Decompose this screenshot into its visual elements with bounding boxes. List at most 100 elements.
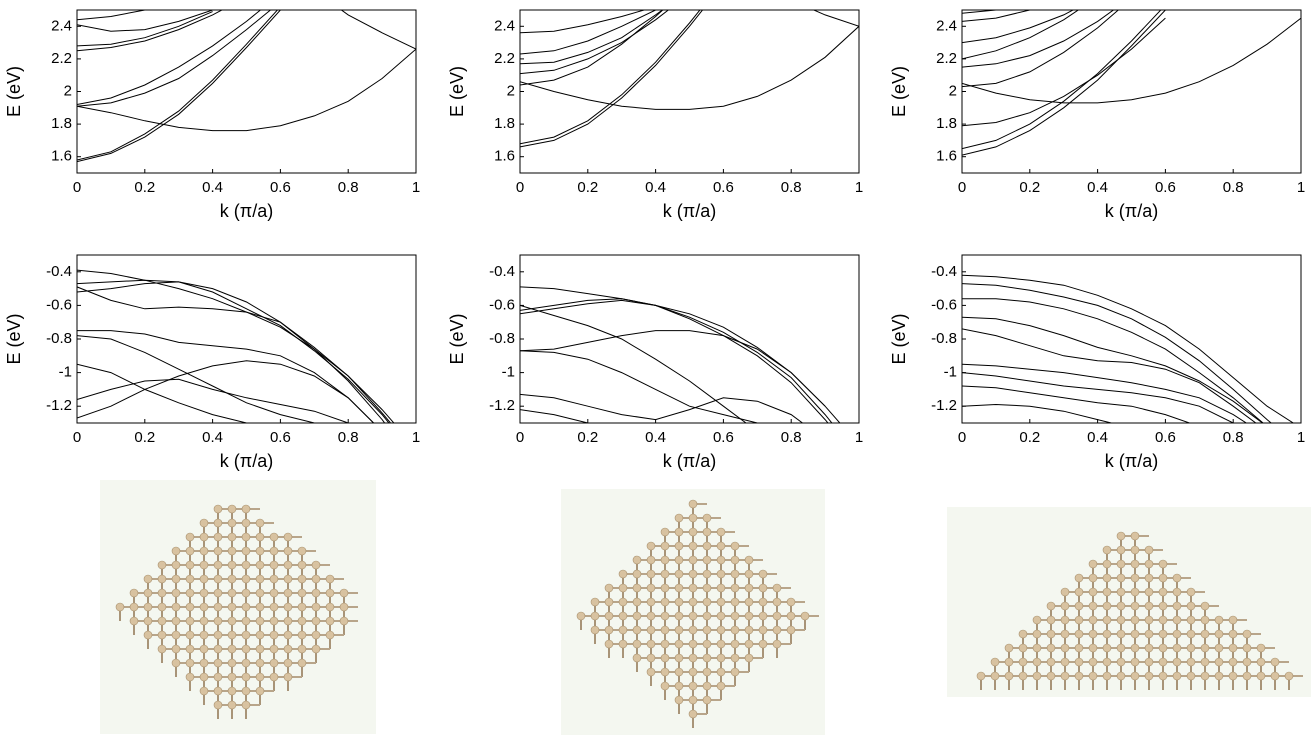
band-line bbox=[962, 385, 1192, 423]
y-tick-label: -0.4 bbox=[931, 263, 957, 280]
band-line bbox=[962, 283, 1272, 423]
band-line bbox=[962, 17, 1166, 127]
band-line bbox=[77, 10, 281, 163]
curves bbox=[962, 10, 1301, 156]
band-plot: 0 0.2 0.4 0.6 0.8 1 1.6 1.8 2 2.2 2.4 k (π/a) E (eV) bbox=[447, 9, 863, 221]
y-axis-label: E (eV) bbox=[447, 66, 467, 117]
curves bbox=[962, 274, 1295, 423]
band-line bbox=[962, 10, 1075, 44]
band-line bbox=[520, 286, 841, 423]
x-tick-label: 0.6 bbox=[1155, 429, 1176, 446]
x-tick-label: 0.6 bbox=[713, 429, 734, 446]
band-line bbox=[962, 10, 1115, 68]
band-line bbox=[520, 25, 859, 110]
x-tick-label: 0.2 bbox=[134, 429, 155, 446]
y-tick-label: 1.8 bbox=[51, 115, 72, 132]
x-tick-label: 0.6 bbox=[1155, 179, 1176, 196]
band-line bbox=[962, 328, 1257, 423]
band-line bbox=[77, 330, 375, 423]
y-tick-label: 2 bbox=[64, 82, 72, 99]
x-tick-label: 0.8 bbox=[1223, 429, 1244, 446]
x-tick-label: 1 bbox=[855, 179, 863, 196]
x-tick-label: 1 bbox=[1297, 429, 1305, 446]
x-tick-label: 0.2 bbox=[1019, 179, 1040, 196]
nanocrystal bbox=[561, 489, 825, 735]
x-axis-label: k (π/a) bbox=[1105, 451, 1158, 471]
y-tick-label: -1 bbox=[944, 364, 957, 381]
y-tick-label: -1 bbox=[502, 364, 515, 381]
y-tick-label: 1.6 bbox=[51, 148, 72, 165]
band-line bbox=[962, 10, 999, 14]
band-line bbox=[77, 10, 272, 107]
band-line bbox=[520, 299, 829, 423]
x-tick-label: 0.4 bbox=[202, 179, 223, 196]
y-tick-label: -0.6 bbox=[931, 296, 957, 313]
x-tick-label: 0.4 bbox=[1087, 429, 1108, 446]
band-line bbox=[77, 10, 262, 105]
band-line bbox=[962, 274, 1295, 423]
band-line bbox=[962, 403, 1114, 423]
x-tick-label: 0.4 bbox=[202, 429, 223, 446]
band-line bbox=[77, 378, 350, 423]
band-line bbox=[77, 10, 223, 52]
x-tick-label: 0.6 bbox=[713, 179, 734, 196]
band-line bbox=[77, 10, 279, 161]
x-tick-label: 0.2 bbox=[577, 179, 598, 196]
band-line bbox=[340, 10, 416, 50]
y-tick-label: 2 bbox=[949, 82, 957, 99]
y-tick-label: 2.2 bbox=[936, 50, 957, 67]
band-line bbox=[77, 279, 390, 423]
x-tick-label: 0.4 bbox=[1087, 179, 1108, 196]
band-line bbox=[520, 350, 759, 423]
plot-frame bbox=[519, 9, 860, 174]
x-tick-label: 0.6 bbox=[270, 179, 291, 196]
band-line bbox=[77, 360, 375, 423]
y-tick-label: 1.8 bbox=[936, 115, 957, 132]
x-tick-label: 1 bbox=[412, 429, 420, 446]
band-plot: 0 0.2 0.4 0.6 0.8 1 1.6 1.8 2 2.2 2.4 k (π/a) E (eV) bbox=[889, 9, 1305, 221]
y-tick-label: -0.4 bbox=[46, 263, 72, 280]
x-tick-label: 0.2 bbox=[577, 429, 598, 446]
y-tick-label: -0.8 bbox=[931, 330, 957, 347]
band-plot: 0 0.2 0.4 0.6 0.8 1 -0.4 -0.6 -0.8 -1 -1.2 k (π/a) E… bbox=[447, 254, 863, 471]
x-tick-label: 0 bbox=[73, 429, 81, 446]
x-axis-label: k (π/a) bbox=[220, 451, 273, 471]
y-tick-label: -0.8 bbox=[46, 330, 72, 347]
curves bbox=[520, 286, 841, 423]
band-line bbox=[962, 10, 1080, 60]
band-line bbox=[520, 10, 656, 55]
band-line bbox=[812, 10, 859, 27]
band-line bbox=[520, 10, 704, 148]
band-line bbox=[520, 10, 670, 75]
x-tick-label: 0 bbox=[958, 179, 966, 196]
band-line bbox=[962, 10, 1166, 156]
nanocrystal bbox=[100, 480, 376, 734]
x-tick-label: 0 bbox=[958, 429, 966, 446]
x-tick-label: 0.2 bbox=[134, 179, 155, 196]
y-tick-label: -0.8 bbox=[489, 330, 515, 347]
band-line bbox=[77, 286, 386, 423]
x-tick-label: 0 bbox=[516, 429, 524, 446]
band-line bbox=[962, 363, 1248, 423]
band-line bbox=[520, 10, 664, 65]
plot-frame bbox=[961, 254, 1302, 424]
band-plot: 0 0.2 0.4 0.6 0.8 1 -0.4 -0.6 -0.8 -1 -1.2 k (π/a) E… bbox=[889, 254, 1305, 471]
y-tick-label: 2.4 bbox=[936, 17, 957, 34]
y-tick-label: 2.4 bbox=[494, 17, 515, 34]
x-tick-label: 0.8 bbox=[781, 179, 802, 196]
y-tick-label: -1 bbox=[59, 364, 72, 381]
band-line bbox=[962, 10, 1120, 88]
y-tick-label: -0.6 bbox=[46, 296, 72, 313]
x-tick-label: 0.8 bbox=[1223, 179, 1244, 196]
y-tick-label: 2 bbox=[507, 82, 515, 99]
band-line bbox=[962, 372, 1234, 423]
band-plot: 0 0.2 0.4 0.6 0.8 1 1.6 1.8 2 2.2 2.4 k (π/a) E (eV) bbox=[4, 9, 420, 221]
band-line bbox=[520, 10, 646, 34]
y-tick-label: 2.2 bbox=[494, 50, 515, 67]
x-tick-label: 0.2 bbox=[1019, 429, 1040, 446]
x-tick-label: 0.4 bbox=[645, 179, 666, 196]
band-line bbox=[962, 17, 1301, 104]
band-line bbox=[77, 281, 392, 423]
y-axis-label: E (eV) bbox=[4, 66, 24, 117]
